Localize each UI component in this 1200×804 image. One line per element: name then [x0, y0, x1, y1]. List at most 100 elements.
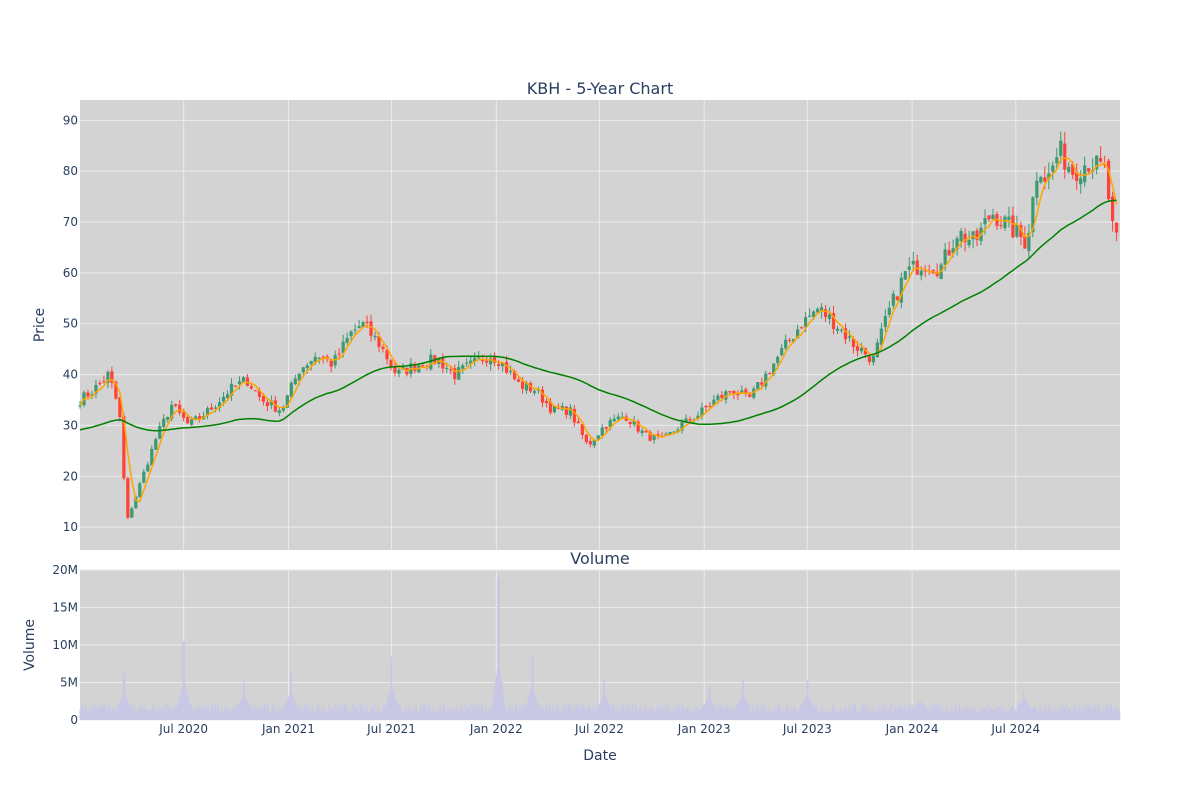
volume-bar	[1020, 702, 1022, 720]
volume-bar	[989, 707, 991, 720]
volume-bar	[365, 711, 367, 720]
volume-bar	[1025, 702, 1027, 720]
volume-bar	[172, 709, 174, 720]
volume-bar	[896, 709, 898, 720]
candle-body	[819, 307, 824, 311]
volume-bar	[497, 577, 499, 720]
volume-bar	[718, 708, 720, 720]
volume-bar	[866, 705, 868, 720]
volume-bar	[834, 711, 836, 720]
volume-bar	[360, 705, 362, 720]
volume-bar	[329, 712, 331, 720]
volume-bar	[265, 711, 267, 720]
candle-body	[588, 441, 592, 445]
volume-bar	[788, 708, 790, 720]
volume-bar	[1113, 713, 1115, 720]
price-y-tick-label: 60	[63, 266, 78, 280]
volume-bar	[175, 708, 177, 720]
x-tick-label: Jan 2023	[677, 722, 731, 736]
volume-bar	[556, 705, 558, 720]
candle-body	[504, 362, 509, 373]
volume-bar	[429, 704, 431, 720]
volume-bar	[1023, 691, 1025, 720]
candle-body	[401, 366, 405, 370]
candle-body	[572, 408, 576, 423]
volume-bar	[740, 697, 742, 720]
volume-bar	[789, 711, 791, 720]
volume-bar	[1032, 707, 1034, 720]
volume-bar	[474, 703, 476, 720]
volume-bar	[671, 710, 673, 720]
volume-bar	[843, 709, 845, 720]
volume-bar	[694, 711, 696, 720]
x-tick-label: Jan 2021	[261, 722, 315, 736]
volume-bar	[380, 711, 382, 720]
candle-body	[967, 239, 971, 246]
volume-y-tick-label: 5M	[60, 676, 78, 690]
volume-bar	[179, 693, 181, 720]
candle-body	[823, 309, 828, 318]
volume-bar	[743, 696, 745, 720]
volume-bar	[504, 704, 506, 720]
volume-bar	[991, 708, 993, 720]
volume-bar	[825, 712, 827, 720]
volume-bar	[612, 705, 614, 720]
volume-bar	[663, 705, 665, 720]
volume-bar	[829, 712, 831, 720]
volume-bar	[347, 709, 349, 720]
volume-bar	[1033, 707, 1035, 720]
volume-bar	[152, 708, 154, 720]
volume-bar	[1021, 699, 1023, 720]
volume-bar	[668, 704, 670, 720]
candle-body	[648, 432, 652, 441]
volume-bar	[549, 704, 551, 720]
volume-bar	[243, 682, 245, 720]
volume-bar	[388, 692, 390, 720]
volume-bar	[714, 704, 716, 720]
volume-bar	[1104, 709, 1106, 720]
volume-bar	[857, 712, 859, 720]
volume-bar	[955, 704, 957, 720]
volume-bar	[994, 713, 996, 720]
volume-bar	[569, 707, 571, 720]
volume-bar	[721, 709, 723, 720]
volume-bar	[624, 712, 626, 720]
volume-bar	[498, 577, 500, 720]
volume-bar	[885, 711, 887, 720]
x-tick-label: Jul 2022	[574, 722, 624, 736]
candle-body	[800, 327, 804, 329]
volume-bar	[526, 704, 528, 720]
candle-body	[712, 399, 716, 406]
volume-bar	[823, 712, 825, 720]
volume-bar	[1046, 713, 1048, 720]
volume-bar	[482, 705, 484, 720]
volume-bar	[470, 705, 472, 720]
volume-bar	[582, 704, 584, 720]
candle-body	[911, 260, 915, 265]
volume-bar	[184, 686, 186, 720]
candle-body	[508, 371, 513, 373]
volume-bar	[1045, 704, 1047, 720]
volume-bar	[270, 712, 272, 720]
volume-bar	[889, 704, 891, 720]
volume-bar	[1058, 707, 1060, 720]
candle-body	[947, 250, 951, 256]
volume-bar	[864, 713, 866, 720]
volume-bar	[962, 712, 964, 720]
volume-bar	[659, 705, 661, 720]
volume-bar	[507, 711, 509, 720]
volume-bar	[465, 705, 467, 720]
candle-body	[740, 390, 744, 394]
volume-bar	[804, 699, 806, 720]
volume-bar	[1096, 712, 1098, 720]
volume-bar	[1110, 704, 1112, 720]
volume-bar	[360, 703, 362, 720]
candle-body	[1003, 216, 1007, 229]
volume-bar	[749, 704, 751, 720]
volume-bar	[534, 693, 536, 720]
volume-bar	[162, 709, 164, 720]
volume-bar	[187, 699, 189, 720]
volume-bar	[718, 703, 720, 720]
volume-bar	[966, 706, 968, 720]
volume-bar	[703, 704, 705, 720]
